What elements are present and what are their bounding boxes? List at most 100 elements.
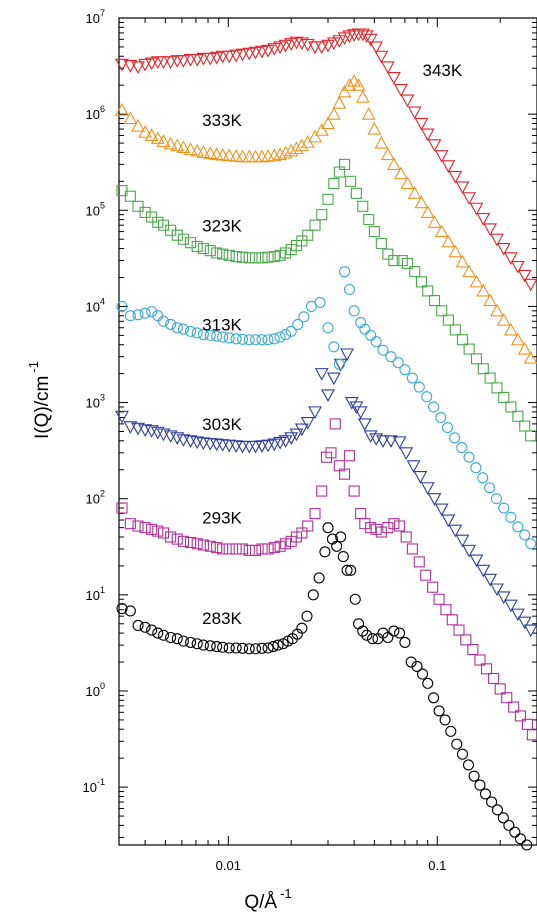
data-point — [455, 254, 470, 268]
y-tick-exponent: 0 — [100, 681, 105, 691]
data-point — [469, 202, 484, 216]
data-point — [223, 543, 235, 555]
data-point — [294, 423, 309, 437]
data-point — [345, 564, 357, 576]
data-point — [523, 624, 537, 638]
data-point — [332, 96, 347, 109]
data-point — [197, 328, 209, 341]
data-point — [508, 701, 520, 713]
data-point — [483, 223, 498, 237]
data-point — [369, 41, 384, 55]
data-point — [448, 170, 463, 184]
data-point — [442, 314, 454, 326]
data-point — [322, 322, 334, 334]
data-point — [177, 233, 189, 245]
data-point — [230, 251, 242, 263]
data-point — [302, 229, 314, 241]
data-point — [352, 618, 365, 630]
data-point — [123, 421, 138, 434]
data-point — [176, 55, 191, 68]
y-tick-base: 10 — [86, 299, 100, 314]
series-313K — [116, 266, 537, 550]
data-point — [363, 33, 378, 47]
data-point — [422, 677, 434, 689]
data-point — [377, 344, 389, 356]
data-point — [455, 181, 470, 195]
data-point — [131, 61, 145, 75]
data-point — [309, 508, 321, 520]
data-point — [512, 410, 524, 422]
data-point — [248, 149, 263, 163]
data-point — [433, 705, 445, 717]
data-point — [211, 640, 223, 653]
data-point — [477, 472, 489, 484]
data-point — [313, 572, 325, 584]
data-point — [190, 53, 205, 67]
data-point — [124, 190, 136, 202]
data-point — [273, 147, 288, 161]
y-tick-label: 101 — [86, 585, 105, 603]
data-point — [420, 569, 432, 581]
data-point — [204, 329, 216, 341]
data-point — [223, 332, 235, 344]
data-point — [470, 462, 482, 474]
data-point — [428, 401, 440, 413]
data-point — [165, 631, 177, 644]
data-point — [441, 160, 456, 173]
data-point — [243, 334, 255, 346]
data-point — [448, 244, 463, 258]
data-point — [314, 41, 329, 55]
data-point — [296, 622, 308, 634]
series-label-323K: 323K — [202, 217, 242, 236]
data-point — [177, 535, 189, 547]
data-point — [380, 147, 395, 161]
data-point — [308, 41, 322, 55]
data-point — [152, 525, 164, 537]
data-point — [116, 185, 128, 197]
data-point — [340, 348, 354, 362]
data-point — [427, 581, 439, 593]
data-point — [150, 426, 165, 440]
data-point — [370, 336, 382, 348]
y-tick-label: 105 — [86, 200, 105, 218]
data-point — [503, 322, 518, 336]
data-point — [116, 300, 128, 312]
y-tick-base: 10 — [86, 11, 100, 26]
data-series — [115, 28, 537, 851]
data-point — [406, 372, 418, 384]
data-point — [428, 295, 441, 307]
y-tick-exponent: 2 — [100, 489, 105, 499]
data-point — [357, 418, 372, 432]
y-tick-exponent: 4 — [100, 296, 105, 306]
data-point — [326, 372, 341, 386]
data-point — [329, 418, 341, 430]
data-point — [157, 629, 170, 641]
plot-frame — [118, 17, 537, 846]
data-point — [435, 411, 447, 424]
x-tick-label: 0.1 — [428, 858, 446, 873]
data-point — [197, 539, 209, 551]
data-point — [409, 266, 421, 278]
data-point — [289, 141, 304, 154]
data-point — [413, 470, 428, 484]
data-point — [363, 430, 378, 444]
y-tick-label: 100 — [86, 681, 105, 699]
data-point — [345, 175, 357, 187]
data-point — [268, 333, 280, 345]
data-point — [138, 124, 153, 138]
data-point — [448, 524, 463, 538]
data-point — [441, 514, 456, 528]
data-point — [433, 593, 445, 605]
y-tick-base: 10 — [86, 396, 100, 411]
series-label-313K: 313K — [202, 316, 242, 335]
series-343K — [115, 28, 537, 292]
data-point — [156, 56, 171, 69]
data-point — [413, 556, 425, 568]
data-point — [342, 30, 357, 44]
data-point — [274, 331, 286, 343]
data-point — [298, 311, 310, 323]
data-point — [386, 72, 401, 85]
data-point — [332, 35, 347, 48]
series-label-303K: 303K — [202, 415, 242, 434]
data-point — [294, 37, 309, 51]
